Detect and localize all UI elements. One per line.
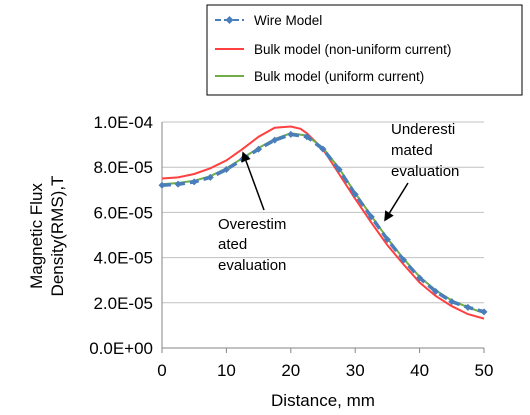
annotation-arrowhead-underestimated <box>384 210 394 222</box>
legend-label-wire-model: Wire Model <box>254 13 322 28</box>
y-tick-label: 0.0E+00 <box>89 339 153 358</box>
y-tick-label: 1.0E-04 <box>93 113 153 132</box>
x-tick-label: 20 <box>281 361 300 380</box>
series-point-wire-model <box>158 181 166 189</box>
series-lines <box>158 125 488 320</box>
annotation-text-underestimated-1: Underesti <box>391 121 455 138</box>
y-tick-label: 6.0E-05 <box>93 203 153 222</box>
series-point-wire-model <box>335 165 343 173</box>
annotation-text-overestimated-3: evaluation <box>218 257 286 274</box>
x-tick-label: 10 <box>217 361 236 380</box>
annotation-text-overestimated-1: Overestim <box>218 216 286 233</box>
legend-item-bulk-uniform: Bulk model (uniform current) <box>215 69 424 84</box>
legend: Wire Model Bulk model (non-uniform curre… <box>206 4 523 96</box>
series-point-wire-model <box>480 308 488 316</box>
y-tick-labels: 0.0E+00 2.0E-05 4.0E-05 6.0E-05 8.0E-05 1.0E-… <box>89 113 153 358</box>
annotation-underestimated: Underesti mated evaluation <box>384 121 459 222</box>
series-point-wire-model <box>351 190 359 198</box>
series-point-wire-model <box>416 274 424 282</box>
y-tick-label: 8.0E-05 <box>93 158 153 177</box>
y-axis-title: Magnetic Flux Density(RMS),T <box>27 176 67 297</box>
y-axis-title-line-1: Magnetic Flux <box>27 183 46 289</box>
x-tick-label: 40 <box>410 361 429 380</box>
y-axis-title-line-2: Density(RMS),T <box>48 176 67 297</box>
series-point-wire-model <box>448 298 456 306</box>
annotation-arrow-underestimated <box>388 182 409 214</box>
x-tick-label: 0 <box>157 361 166 380</box>
legend-label-bulk-nonuniform: Bulk model (non-uniform current) <box>254 42 451 57</box>
legend-box <box>206 4 523 96</box>
x-tick-label: 30 <box>346 361 365 380</box>
x-ticks <box>161 348 485 353</box>
legend-marker-wire-model <box>225 16 234 24</box>
series-point-wire-model <box>206 173 214 181</box>
legend-item-bulk-nonuniform: Bulk model (non-uniform current) <box>215 42 451 57</box>
x-axis-title: Distance, mm <box>271 391 375 410</box>
y-tick-label: 4.0E-05 <box>93 249 153 268</box>
annotation-arrowhead-overestimated <box>241 151 251 163</box>
series-point-wire-model <box>271 136 279 144</box>
y-tick-label: 2.0E-05 <box>93 294 153 313</box>
gridlines <box>162 121 484 304</box>
series-point-wire-model <box>287 130 295 138</box>
annotation-text-underestimated-3: evaluation <box>391 163 459 180</box>
series-point-wire-model <box>464 303 472 311</box>
series-point-wire-model <box>400 256 407 264</box>
series-point-wire-model <box>255 145 263 153</box>
annotation-text-underestimated-2: mated <box>391 142 433 159</box>
x-tick-labels: 0 10 20 30 40 50 <box>157 361 493 380</box>
legend-item-wire-model: Wire Model <box>215 13 322 28</box>
series-line-wire-model <box>161 132 485 314</box>
series-point-wire-model <box>432 288 440 295</box>
legend-label-bulk-uniform: Bulk model (uniform current) <box>254 69 424 84</box>
series-point-wire-model <box>222 165 230 173</box>
x-tick-label: 50 <box>475 361 494 380</box>
annotation-text-overestimated-2: ated <box>218 236 247 253</box>
series-point-wire-model <box>303 133 311 141</box>
series-point-wire-model <box>190 178 198 186</box>
series-point-wire-model <box>383 236 391 244</box>
series-point-wire-model <box>174 180 182 188</box>
annotation-overestimated: Overestim ated evaluation <box>218 151 286 274</box>
series-point-wire-model <box>319 145 327 153</box>
series-line-bulk-model-uniform-current <box>161 132 485 314</box>
annotation-arrow-overestimated <box>245 160 265 211</box>
series-point-wire-model <box>367 213 375 221</box>
